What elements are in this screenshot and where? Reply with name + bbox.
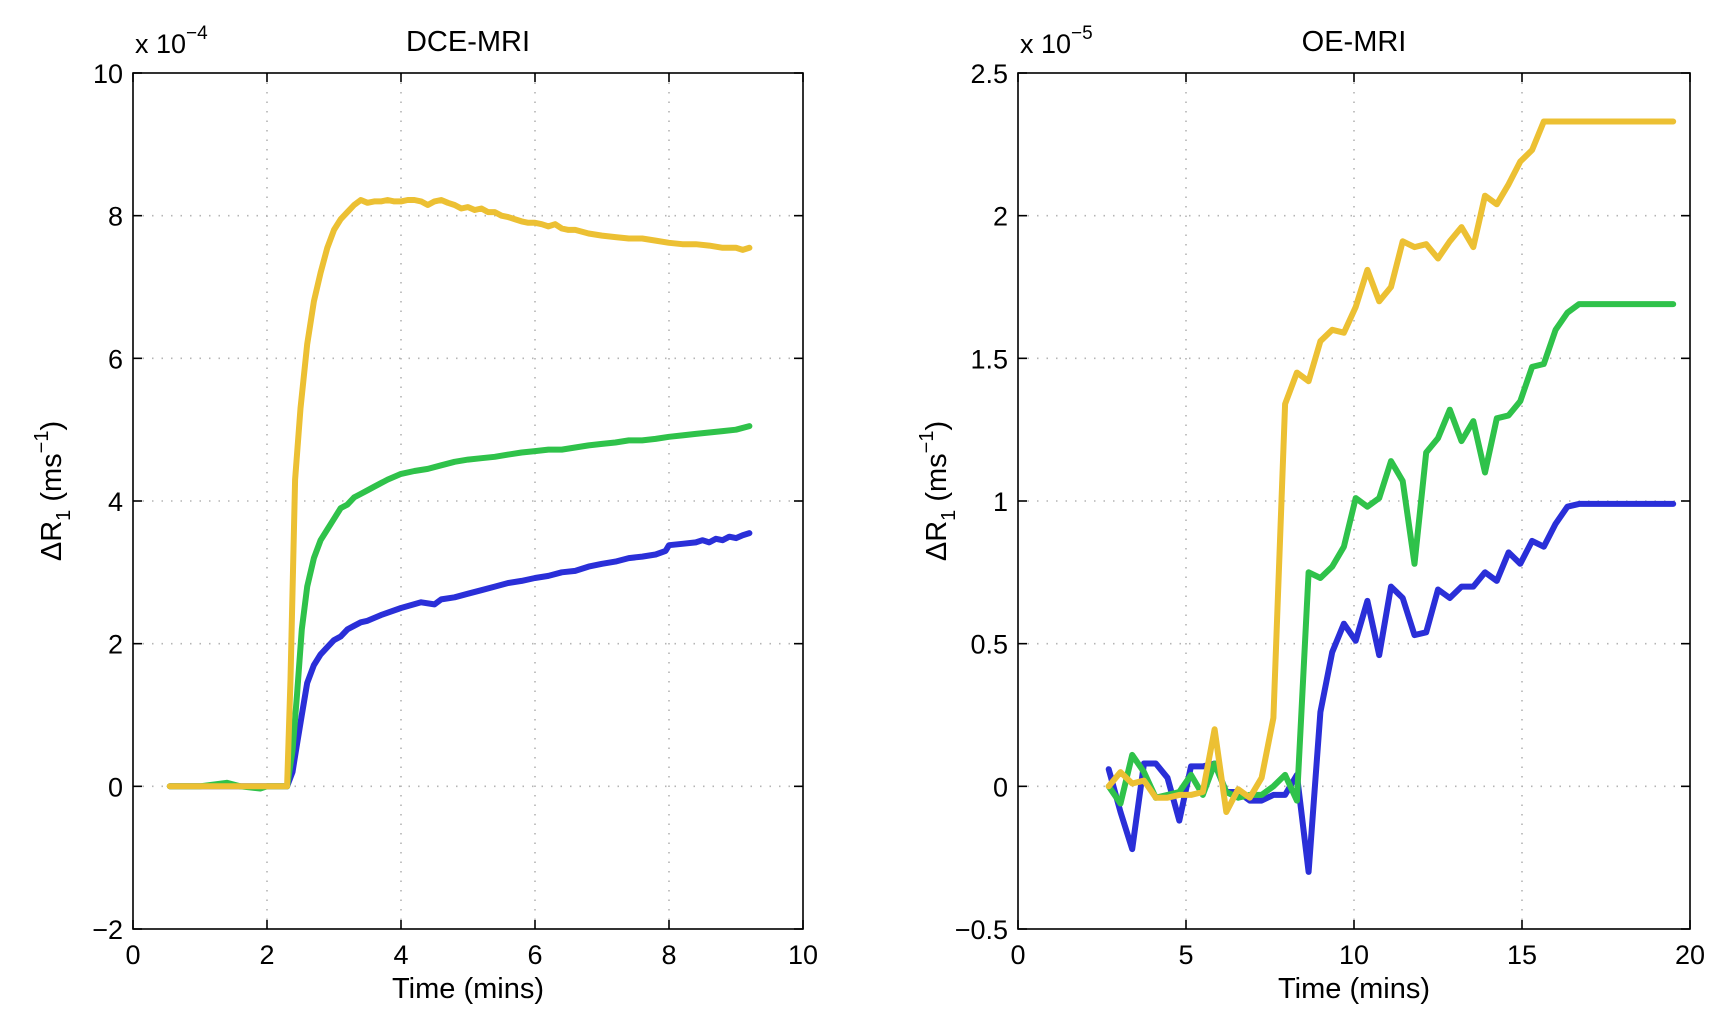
oe-mri-ytick-label: 1.5 [970, 344, 1008, 374]
oe-mri-xtick-label: 15 [1507, 940, 1537, 970]
dce-mri-xtick-label: 8 [661, 940, 676, 970]
oe-mri-xtick-label: 20 [1675, 940, 1705, 970]
dce-mri-title: DCE-MRI [406, 26, 530, 58]
oe-mri-ytick-label: 2 [993, 202, 1008, 232]
oe-mri-ytick-label: 0 [993, 772, 1008, 802]
oe-mri-ylabel: ΔR1 (ms−1) [916, 421, 960, 561]
oe-mri-series-blue [1105, 500, 1677, 875]
dce-mri-ytick-label: 10 [93, 59, 123, 89]
dce-mri-scale-label: x 10−4 [135, 23, 208, 59]
oe-mri-xtick-label: 0 [1010, 940, 1025, 970]
oe-mri-ytick-label: 0.5 [970, 630, 1008, 660]
oe-mri-ytick-label: −0.5 [955, 915, 1008, 945]
dce-mri-series-green [166, 423, 753, 792]
oe-mri-chart: 0 5 10 15 20−0.500.511.522.5x 10−5 OE-MRITime… [916, 23, 1705, 1005]
oe-mri-series-yellow [1105, 118, 1677, 815]
dce-mri-series-blue [166, 530, 753, 790]
oe-mri-ytick-label: 1 [993, 487, 1008, 517]
dce-mri-xtick-label: 6 [527, 940, 542, 970]
dce-mri-ytick-label: −2 [92, 915, 123, 945]
dce-mri-series-yellow [166, 197, 753, 790]
dce-mri-ylabel: ΔR1 (ms−1) [31, 421, 75, 561]
oe-mri-xtick-label: 5 [1178, 940, 1193, 970]
dce-mri-xtick-label: 0 [125, 940, 140, 970]
dce-mri-ytick-label: 4 [108, 487, 123, 517]
oe-mri-ytick-label: 2.5 [970, 59, 1008, 89]
dce-mri-ytick-label: 6 [108, 344, 123, 374]
oe-mri-xlabel: Time (mins) [1278, 973, 1430, 1005]
dce-mri-ytick-label: 0 [108, 772, 123, 802]
dce-mri-xlabel: Time (mins) [392, 973, 544, 1005]
dce-mri-xtick-label: 4 [393, 940, 408, 970]
dce-mri-ytick-label: 2 [108, 630, 123, 660]
oe-mri-title: OE-MRI [1302, 26, 1407, 58]
oe-mri-xtick-label: 10 [1339, 940, 1369, 970]
dce-mri-ytick-label: 8 [108, 202, 123, 232]
oe-mri-scale-label: x 10−5 [1020, 23, 1093, 59]
dce-mri-xtick-label: 10 [788, 940, 818, 970]
oe-mri-series-green [1105, 301, 1677, 807]
dce-mri-xtick-label: 2 [259, 940, 274, 970]
dce-mri-axes-frame [132, 72, 804, 930]
